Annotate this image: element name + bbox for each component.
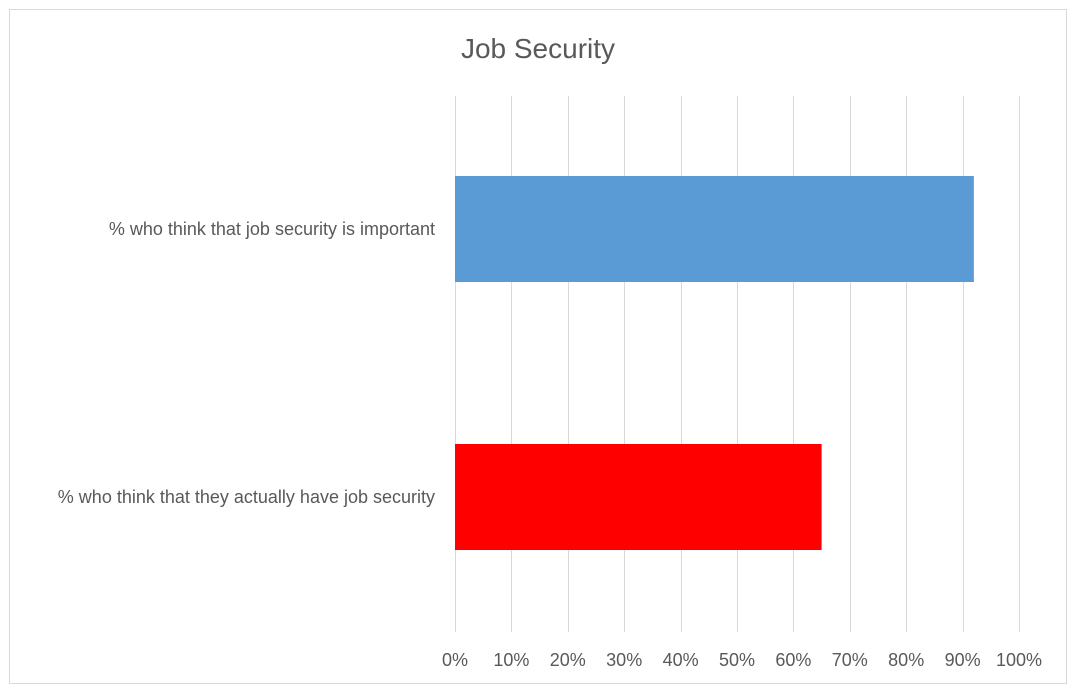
x-tick-label: 20%	[550, 650, 586, 670]
chart-title: Job Security	[461, 33, 615, 64]
category-label: % who think that they actually have job …	[58, 487, 435, 507]
x-tick-label: 0%	[442, 650, 468, 670]
chart-frame	[9, 9, 1067, 684]
category-label: % who think that job security is importa…	[109, 219, 435, 239]
bars	[455, 176, 974, 550]
bar	[455, 176, 974, 282]
x-tick-label: 50%	[719, 650, 755, 670]
x-tick-label: 10%	[493, 650, 529, 670]
x-tick-label: 80%	[888, 650, 924, 670]
x-tick-label: 90%	[945, 650, 981, 670]
x-tick-label: 100%	[996, 650, 1042, 670]
x-tick-label: 40%	[663, 650, 699, 670]
bar	[455, 444, 822, 550]
x-tick-label: 30%	[606, 650, 642, 670]
category-labels: % who think that job security is importa…	[58, 219, 435, 507]
x-tick-label: 70%	[832, 650, 868, 670]
x-tick-label: 60%	[775, 650, 811, 670]
x-axis-tick-labels: 0% 10% 20% 30% 40% 50% 60% 70% 80% 90% 100%	[442, 650, 1042, 670]
